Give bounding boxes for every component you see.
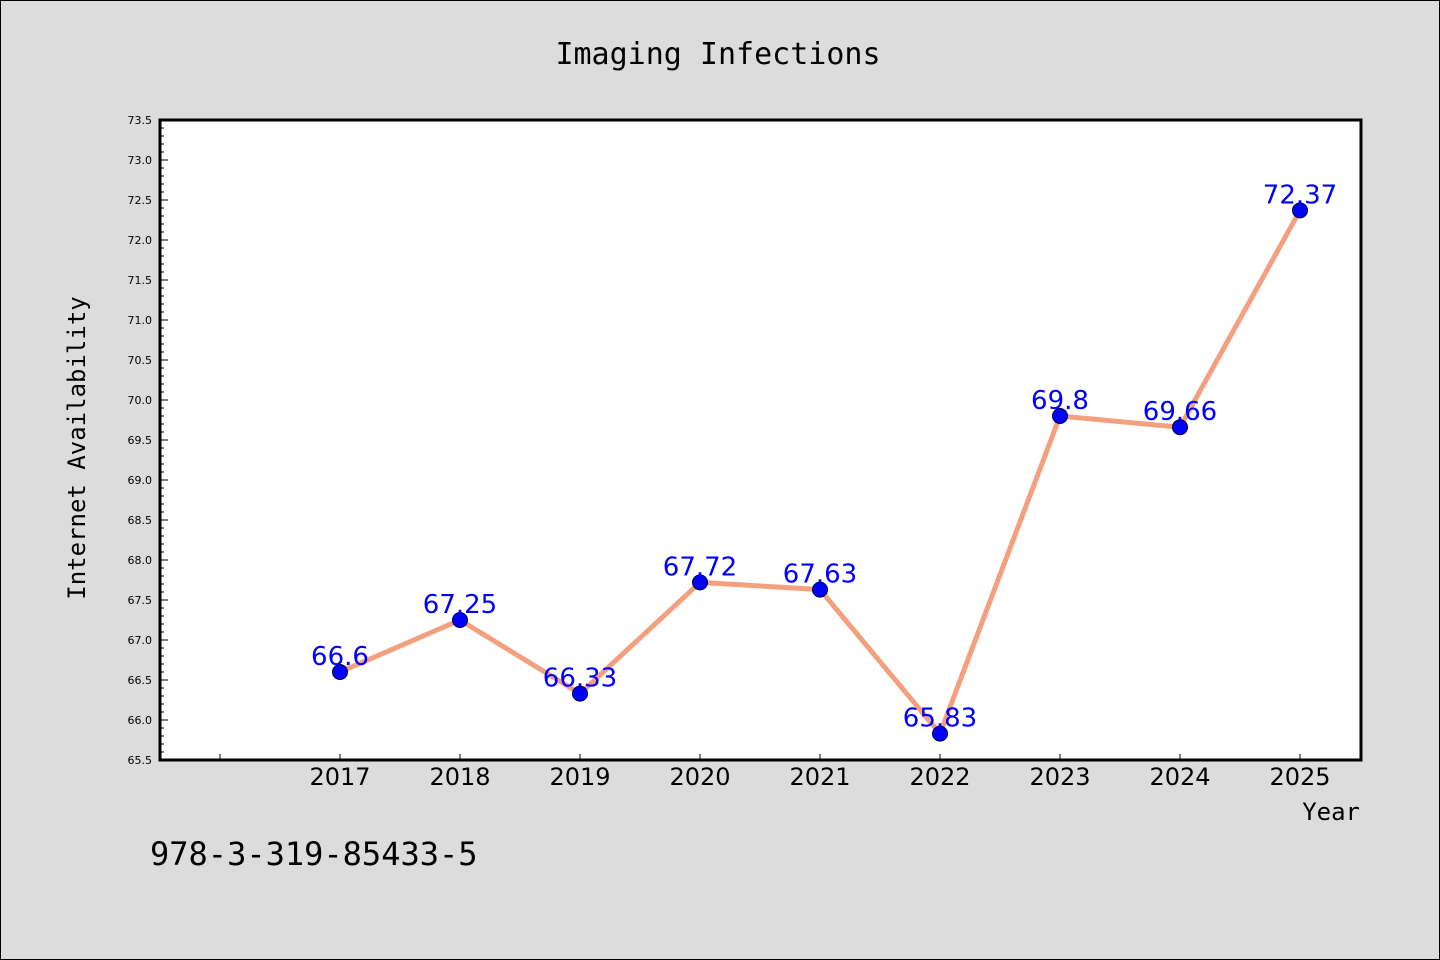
data-point [692, 574, 708, 591]
data-label: 66.33 [543, 664, 617, 694]
y-tick-label: 70.0 [128, 394, 153, 407]
x-tick-label: 2017 [309, 763, 370, 791]
x-tick-label: 2024 [1149, 763, 1210, 791]
y-tick-label: 69.0 [128, 474, 153, 487]
y-tick-label: 73.5 [128, 114, 153, 127]
x-tick-label: 2020 [669, 763, 730, 791]
data-point [1292, 202, 1308, 219]
y-tick-label: 69.5 [128, 434, 153, 447]
y-tick-label: 71.0 [128, 314, 153, 327]
y-tick-label: 72.5 [128, 194, 153, 207]
data-label: 67.25 [423, 590, 497, 620]
data-point [1172, 419, 1188, 436]
data-label: 65.83 [903, 704, 977, 734]
y-tick-label: 67.0 [128, 634, 153, 647]
x-tick-label: 2025 [1269, 763, 1330, 791]
data-label: 67.72 [663, 552, 737, 582]
data-label: 72.37 [1263, 180, 1337, 210]
data-point [812, 581, 828, 598]
chart-title: Imaging Infections [555, 37, 880, 72]
y-tick-label: 67.5 [128, 594, 153, 607]
data-label: 66.6 [311, 642, 369, 672]
plot-area [158, 118, 1363, 762]
isbn-text: 978-3-319-85433-5 [150, 835, 478, 873]
data-point [572, 685, 588, 702]
y-tick-label: 66.0 [128, 714, 153, 727]
y-axis-label: Internet Availability [63, 296, 91, 599]
data-point [1052, 408, 1068, 424]
data-label: 67.63 [783, 560, 857, 590]
x-tick-label: 2022 [909, 763, 970, 791]
data-label: 69.66 [1143, 397, 1217, 427]
data-point [452, 612, 468, 628]
x-tick-label: 2018 [429, 763, 490, 791]
y-tick-label: 65.5 [128, 754, 153, 767]
x-tick-label: 2023 [1029, 763, 1090, 791]
x-tick-label: 2021 [789, 763, 850, 791]
y-tick-label: 71.5 [128, 274, 153, 287]
y-axis: 65.5 66.0 66.5 67.0 67.5 68.0 68.5 69.0 69.5 70.0… [128, 114, 168, 767]
y-tick-label: 72.0 [128, 234, 153, 247]
data-labels-group: 66.6 67.25 66.33 67.72 67.63 65.83 69.8 69.66 72… [311, 180, 1337, 733]
y-tick-label: 70.5 [128, 354, 153, 367]
x-axis: 2017 2018 2019 2020 2021 2022 2023 2024 2025 [219, 754, 1331, 791]
data-label: 69.8 [1031, 386, 1089, 416]
y-tick-label: 73.0 [128, 154, 153, 167]
data-point [932, 725, 948, 742]
y-tick-label: 68.0 [128, 554, 153, 567]
x-axis-label: Year [1302, 798, 1360, 826]
y-tick-label: 68.5 [128, 514, 153, 527]
y-tick-label: 66.5 [128, 674, 153, 687]
data-point [332, 664, 348, 680]
x-tick-label: 2019 [549, 763, 610, 791]
markers-group [332, 202, 1308, 742]
